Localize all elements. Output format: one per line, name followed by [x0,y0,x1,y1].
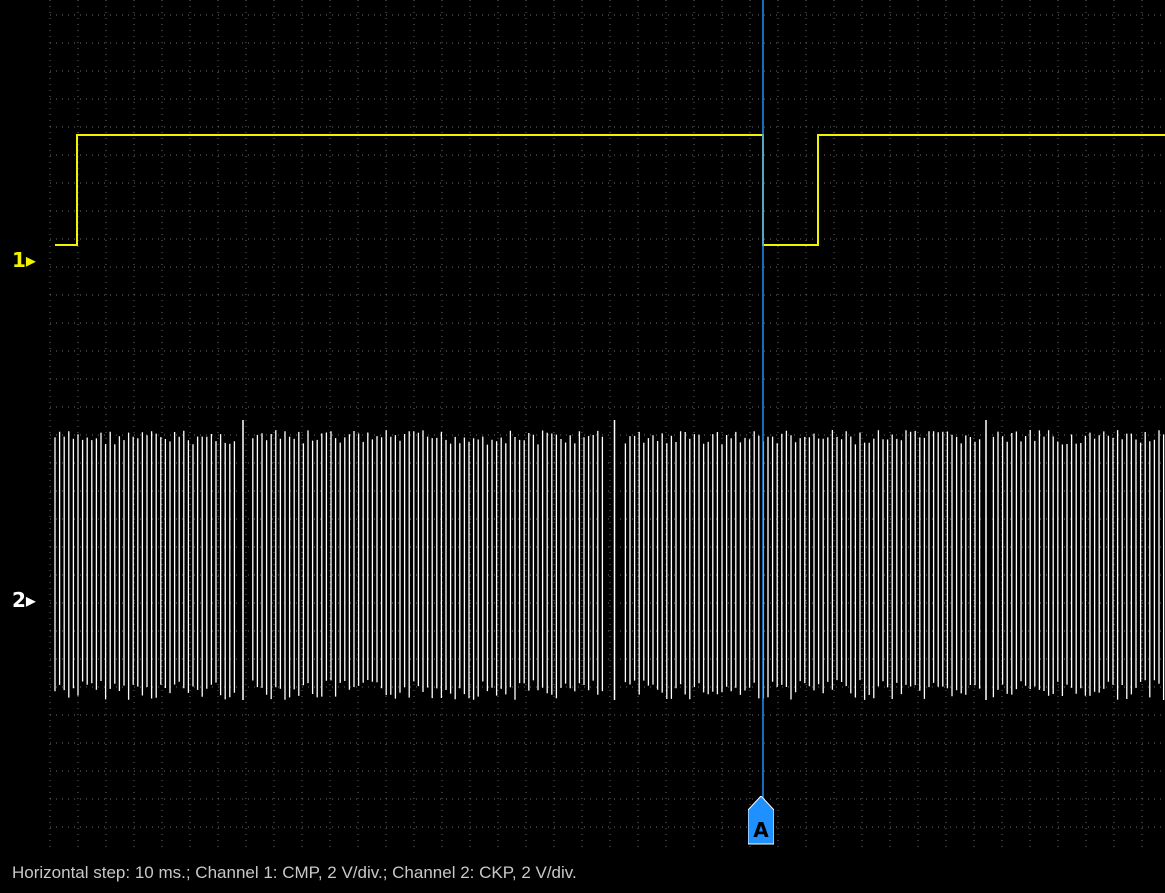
cursor-flag-icon: A [747,795,775,845]
cursor-a-label: A [753,818,769,842]
graticule-grid [49,0,1165,850]
channel-2-waveform [54,430,1165,700]
channel-2-trace [54,420,1165,700]
status-bar: Horizontal step: 10 ms.; Channel 1: CMP,… [12,863,577,882]
cursor-a-marker[interactable]: A [747,795,775,846]
channel-2-marker[interactable]: 2▸ [12,588,36,612]
channel-1-marker[interactable]: 1▸ [12,248,36,272]
